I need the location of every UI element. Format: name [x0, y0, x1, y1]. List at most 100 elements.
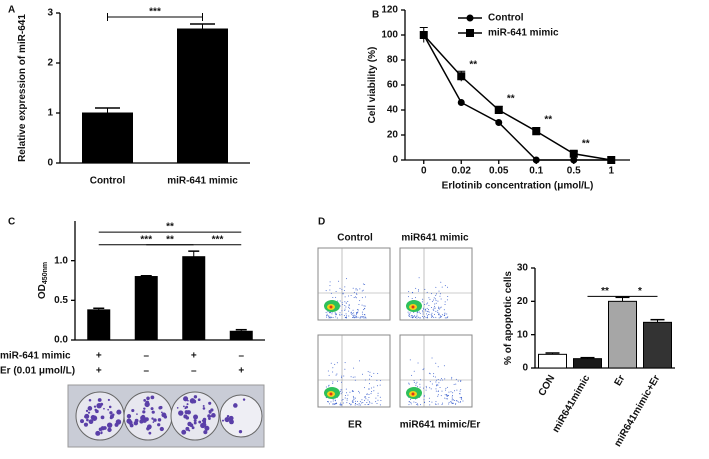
y-tick-label: 100 — [381, 30, 398, 41]
flow-event — [442, 402, 444, 404]
flow-event — [336, 380, 338, 382]
flow-event — [363, 399, 365, 401]
flow-event — [368, 394, 370, 396]
flow-event — [428, 372, 430, 374]
flow-event — [351, 400, 353, 402]
flow-event — [335, 296, 337, 298]
colony — [87, 406, 93, 411]
flow-event — [328, 317, 330, 319]
flow-event — [408, 315, 410, 317]
colony — [185, 426, 190, 431]
flow-event — [354, 404, 356, 406]
flow-event — [341, 301, 343, 303]
flow-event — [428, 401, 430, 403]
flow-event — [431, 314, 433, 316]
flow-event — [444, 312, 446, 314]
flow-event — [352, 317, 354, 319]
flow-event — [444, 378, 446, 380]
flow-event — [422, 315, 424, 317]
sig-label: * — [638, 286, 642, 297]
flow-event — [439, 295, 441, 297]
flow-event — [363, 305, 365, 307]
flow-event — [409, 315, 411, 317]
flow-event — [424, 401, 426, 403]
flow-event — [428, 397, 430, 399]
flow-event — [375, 397, 377, 399]
flow-event — [426, 307, 428, 309]
flow-event — [331, 313, 333, 315]
flow-event — [447, 398, 449, 400]
flow-event — [430, 388, 432, 390]
flow-event — [334, 363, 336, 365]
flow-event — [356, 312, 358, 314]
flow-event — [361, 311, 363, 313]
colony — [202, 407, 206, 410]
flow-event — [441, 314, 443, 316]
flow-event — [332, 403, 334, 405]
colony — [204, 421, 207, 424]
flow-event — [433, 313, 435, 315]
flow-event — [427, 316, 429, 318]
flow-event — [419, 386, 421, 388]
flow-event — [451, 376, 453, 378]
flow-event — [431, 401, 433, 403]
flow-event — [440, 316, 442, 318]
flow-event — [414, 316, 416, 318]
flow-event — [356, 293, 358, 295]
flow-event — [444, 394, 446, 396]
flow-event — [329, 312, 331, 314]
flow-event — [460, 380, 462, 382]
flow-event — [438, 308, 440, 310]
flow-event — [333, 403, 335, 405]
flow-event — [329, 289, 331, 291]
x-tick-label: CON — [537, 373, 558, 398]
colony — [97, 398, 102, 402]
sig-label: ** — [544, 115, 552, 126]
x-tick-label: 0 — [421, 166, 427, 177]
flow-event — [432, 316, 434, 318]
flow-event — [356, 404, 358, 406]
flow-event — [424, 304, 426, 306]
flow-event — [457, 380, 459, 382]
legend-marker — [466, 29, 474, 37]
flow-event — [422, 298, 424, 300]
x-tick-label: 0.1 — [529, 166, 543, 177]
colony — [188, 429, 191, 432]
flow-event — [345, 316, 347, 318]
flow-event — [346, 402, 348, 404]
flow-event — [341, 404, 343, 406]
flow-event — [416, 403, 418, 405]
flow-event — [346, 399, 348, 401]
flow-event — [345, 306, 347, 308]
flow-event — [429, 404, 431, 406]
colony — [163, 413, 166, 417]
flow-event — [448, 403, 450, 405]
flow-event — [364, 305, 366, 307]
flow-event — [445, 389, 447, 391]
flow-event — [377, 399, 379, 401]
flow-event — [433, 309, 435, 311]
flow-event — [343, 289, 345, 291]
flow-event — [442, 379, 444, 381]
bar — [134, 276, 158, 341]
y-tick-label: 0.0 — [54, 335, 68, 346]
flow-event — [360, 404, 362, 406]
flow-event — [361, 373, 363, 375]
flow-event — [371, 402, 373, 404]
point — [495, 119, 503, 126]
flow-event — [326, 316, 328, 318]
condition-sign: + — [191, 351, 197, 362]
flow-event — [408, 404, 410, 406]
flow-event — [451, 378, 453, 380]
flow-event — [341, 310, 343, 312]
flow-event — [353, 397, 355, 399]
condition-sign: – — [143, 366, 149, 377]
bar — [538, 353, 567, 369]
flow-event — [422, 310, 424, 312]
flow-event — [446, 386, 448, 388]
flow-event — [430, 316, 432, 318]
point — [532, 127, 541, 136]
flow-event — [364, 404, 366, 406]
colony — [159, 426, 164, 432]
flow-event — [350, 376, 352, 378]
